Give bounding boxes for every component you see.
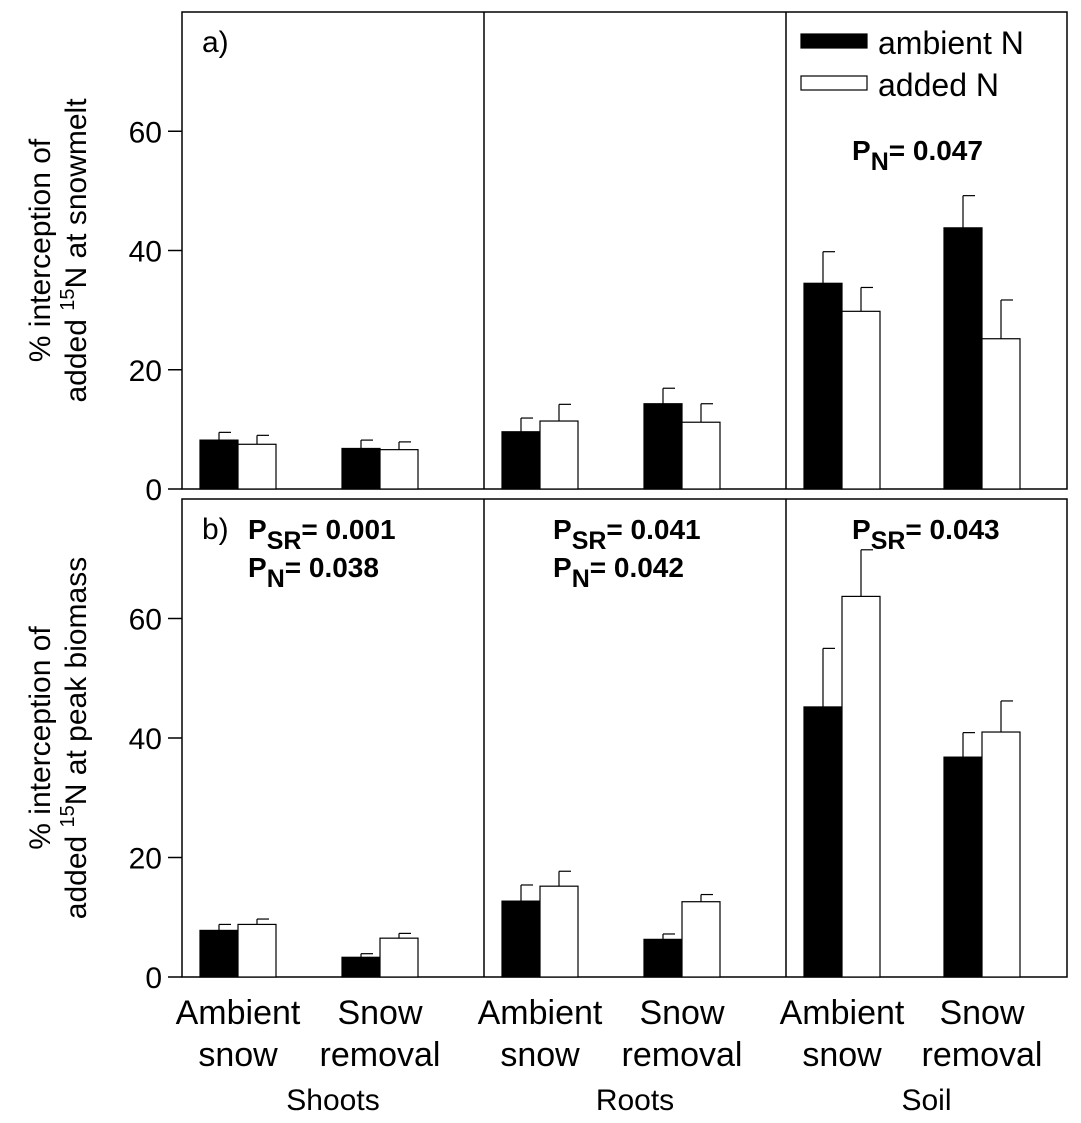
x-category-label-line2: removal bbox=[622, 1036, 743, 1074]
p-value-number: = 0.042 bbox=[590, 552, 684, 583]
p-value-number: = 0.038 bbox=[285, 552, 379, 583]
x-axis-labels: Ambient snow Snow removal Shoots Ambient snow S… bbox=[176, 994, 1043, 1117]
bar-added-N bbox=[379, 449, 419, 490]
bar-ambient-N bbox=[341, 956, 381, 978]
y-tick-label: 20 bbox=[129, 843, 162, 876]
bar-ambient-N bbox=[501, 900, 541, 978]
p-value-annotation: PSR= 0.041 bbox=[553, 514, 701, 555]
x-category-label-line1: Ambient bbox=[176, 994, 301, 1032]
p-value-subscript: N bbox=[572, 565, 590, 593]
p-value-annotation: PSR= 0.043 bbox=[852, 514, 1000, 555]
bar-added-N bbox=[681, 901, 721, 978]
y-tick-label: 40 bbox=[129, 723, 162, 756]
p-value-subscript: SR bbox=[871, 527, 906, 555]
bar-ambient-N bbox=[199, 929, 239, 978]
y-axis-title-line1: % interception of bbox=[24, 626, 57, 850]
y-axis-title: % interception ofadded 15N at peak bioma… bbox=[24, 557, 93, 919]
legend-label-added-n: added N bbox=[878, 67, 999, 103]
p-value-symbol: P bbox=[553, 514, 572, 545]
bar-added-N bbox=[539, 885, 579, 978]
p-value-symbol: P bbox=[248, 514, 267, 545]
x-group-label: Shoots bbox=[286, 1084, 379, 1117]
bar-ambient-N bbox=[803, 282, 843, 490]
bar-added-N bbox=[237, 923, 277, 978]
bar-ambient-N bbox=[943, 756, 983, 978]
x-category-label-line2: removal bbox=[320, 1036, 441, 1074]
y-tick-label: 0 bbox=[145, 962, 162, 995]
y-axis-title-line2-suffix: N at snowmelt bbox=[60, 98, 93, 289]
p-value-annotation: PN= 0.047 bbox=[852, 135, 983, 176]
x-category-label-line1: Ambient bbox=[478, 994, 603, 1032]
p-value-number: = 0.047 bbox=[889, 135, 983, 166]
bar-added-N bbox=[237, 443, 277, 490]
panel-letter: a) bbox=[202, 26, 229, 59]
y-tick-label: 40 bbox=[129, 236, 162, 269]
x-category-label-line2: removal bbox=[922, 1036, 1043, 1074]
y-tick-label: 60 bbox=[129, 116, 162, 149]
bar-added-N bbox=[981, 338, 1021, 490]
legend-swatch-added-n bbox=[800, 75, 868, 91]
p-value-annotation: PSR= 0.001 bbox=[248, 514, 396, 555]
bar-added-N bbox=[841, 595, 881, 978]
bar-ambient-N bbox=[943, 227, 983, 490]
x-category-label-line1: Snow bbox=[639, 994, 724, 1032]
bar-ambient-N bbox=[803, 706, 843, 978]
panel-a: 0 20 40 60 % interception of added 15N at sno… bbox=[24, 11, 1068, 507]
p-value-subscript: SR bbox=[267, 527, 302, 555]
y-axis-title-superscript: 15 bbox=[57, 805, 79, 827]
x-group-label: Roots bbox=[596, 1084, 674, 1117]
y-tick-label: 20 bbox=[129, 355, 162, 388]
x-category-label-line1: Ambient bbox=[780, 994, 905, 1032]
legend: ambient N added N bbox=[800, 25, 1024, 103]
bar-added-N bbox=[379, 937, 419, 978]
bar-ambient-N bbox=[341, 447, 381, 490]
bar-ambient-N bbox=[643, 938, 683, 978]
x-category-label-line2: snow bbox=[802, 1036, 882, 1074]
p-value-number: = 0.041 bbox=[606, 514, 700, 545]
x-category-label-line1: Snow bbox=[337, 994, 422, 1032]
p-value-symbol: P bbox=[852, 514, 871, 545]
x-category-label-line2: snow bbox=[198, 1036, 278, 1074]
bar-ambient-N bbox=[643, 403, 683, 490]
y-axis-title-line2-suffix: N at peak biomass bbox=[60, 557, 93, 805]
legend-swatch-ambient-n bbox=[800, 33, 868, 49]
panel-b: 0 20 40 60 % interception ofadded 15N at pea… bbox=[24, 498, 1068, 995]
y-tick-label: 0 bbox=[145, 474, 162, 507]
p-value-symbol: P bbox=[248, 552, 267, 583]
x-group-label: Soil bbox=[901, 1084, 951, 1117]
y-axis-title-line2: added bbox=[60, 311, 93, 403]
bar-added-N bbox=[681, 421, 721, 490]
bar-ambient-N bbox=[501, 431, 541, 490]
p-value-subscript: N bbox=[267, 565, 285, 593]
y-axis-title-line1: % interception of bbox=[24, 138, 57, 362]
p-value-symbol: P bbox=[852, 135, 871, 166]
panel-letter: b) bbox=[202, 513, 229, 546]
p-value-number: = 0.043 bbox=[905, 514, 999, 545]
bar-ambient-N bbox=[199, 439, 239, 490]
bar-added-N bbox=[539, 420, 579, 490]
bar-added-N bbox=[981, 731, 1021, 978]
x-category-label-line1: Snow bbox=[939, 994, 1024, 1032]
p-value-annotation: PN= 0.038 bbox=[248, 552, 379, 593]
x-category-label-line2: snow bbox=[500, 1036, 580, 1074]
y-tick-label: 60 bbox=[129, 604, 162, 637]
p-value-symbol: P bbox=[553, 552, 572, 583]
p-value-number: = 0.001 bbox=[301, 514, 395, 545]
y-axis-title-line2: added bbox=[60, 827, 93, 919]
p-value-annotation: PN= 0.042 bbox=[553, 552, 684, 593]
y-axis-title-superscript: 15 bbox=[57, 289, 79, 311]
y-axis-title: % interception of added 15N at snowmelt bbox=[24, 98, 93, 403]
legend-label-ambient-n: ambient N bbox=[878, 25, 1024, 61]
bar-added-N bbox=[841, 310, 881, 490]
p-value-subscript: N bbox=[871, 148, 889, 176]
p-value-subscript: SR bbox=[572, 527, 607, 555]
